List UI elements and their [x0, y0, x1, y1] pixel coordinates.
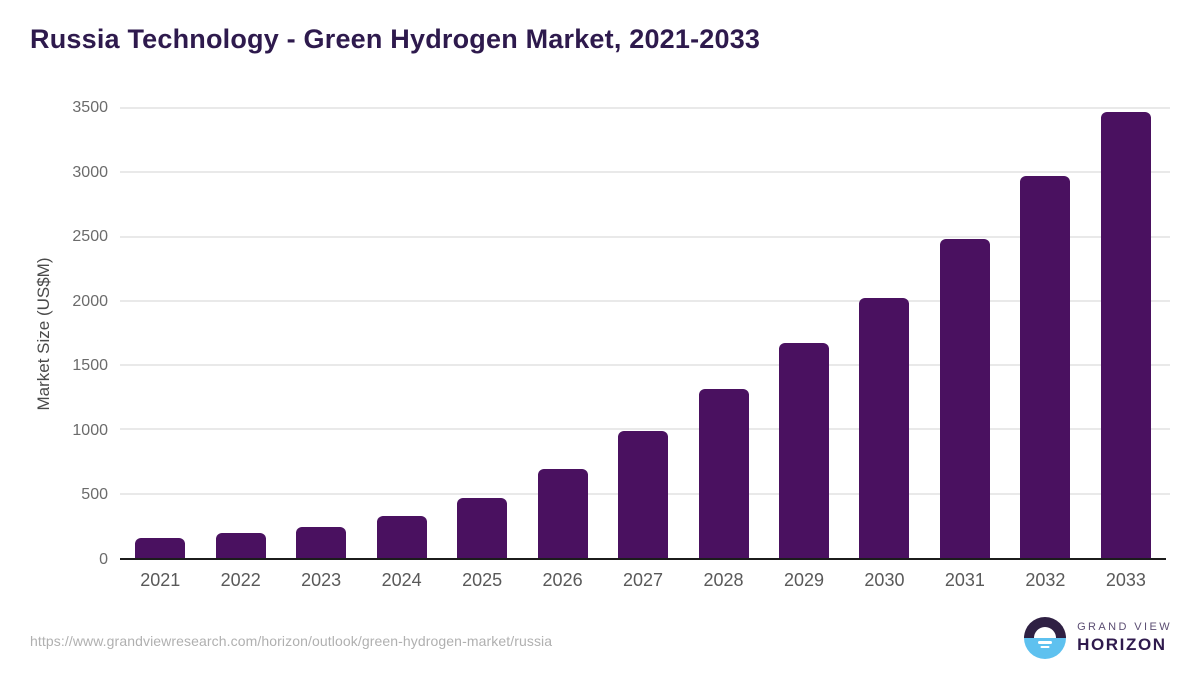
logo-reflection-stripe-2 — [1040, 645, 1050, 648]
brand-logo: GRAND VIEW HORIZON — [1024, 617, 1172, 659]
y-tick-label-1500: 1500 — [72, 357, 108, 375]
bar-2031 — [939, 238, 990, 558]
x-tick-label-2033: 2033 — [1105, 570, 1146, 590]
logo-reflection-stripe-1 — [1038, 640, 1053, 644]
plot-area — [120, 107, 1170, 560]
bar-slot-2021 — [120, 108, 200, 558]
bar-2025 — [457, 498, 508, 558]
logo-text-horizon: HORIZON — [1077, 635, 1167, 654]
y-tick-label-3500: 3500 — [72, 99, 108, 116]
x-tick-label-2022: 2022 — [220, 570, 261, 590]
gridline-1000 — [120, 428, 1170, 431]
x-tick-label-2024: 2024 — [381, 570, 422, 590]
logo-text: GRAND VIEW HORIZON — [1077, 621, 1172, 655]
gridline-1500 — [120, 364, 1170, 367]
bar-slot-2022 — [200, 108, 280, 558]
logo-text-grand-view: GRAND VIEW — [1077, 621, 1172, 633]
gridline-2000 — [120, 299, 1170, 302]
bar-slot-2033 — [1086, 108, 1166, 558]
bar-slot-2032 — [1005, 108, 1085, 558]
source-url-text: https://www.grandviewresearch.com/horizo… — [30, 633, 553, 649]
bar-2022 — [215, 532, 266, 558]
y-axis-tick-labels: 0 500 1000 1500 2000 2500 3000 3500 — [0, 100, 108, 568]
bar-2027 — [618, 431, 669, 558]
bar-slot-2025 — [442, 108, 522, 558]
bar-slot-2024 — [361, 108, 441, 558]
x-tick-label-2031: 2031 — [944, 570, 985, 590]
y-tick-label-2000: 2000 — [72, 292, 108, 310]
bar-2028 — [698, 388, 749, 558]
x-tick-label-2023: 2023 — [301, 570, 342, 590]
bar-slot-2023 — [281, 108, 361, 558]
x-tick-label-2027: 2027 — [623, 570, 664, 590]
y-tick-label-2500: 2500 — [72, 228, 108, 246]
bar-2026 — [537, 468, 588, 558]
x-tick-label-2021: 2021 — [140, 570, 181, 590]
y-tick-label-500: 500 — [81, 486, 108, 504]
bar-2030 — [859, 297, 910, 558]
gridline-3000 — [120, 171, 1170, 174]
x-tick-label-2028: 2028 — [703, 570, 744, 590]
x-tick-label-2025: 2025 — [462, 570, 503, 590]
bar-slot-2029 — [764, 108, 844, 558]
bar-slot-2026 — [522, 108, 602, 558]
bar-2021 — [135, 538, 186, 558]
gridline-2500 — [120, 235, 1170, 238]
x-tick-label-2032: 2032 — [1025, 570, 1066, 590]
y-tick-label-0: 0 — [99, 551, 108, 568]
bar-slot-2031 — [925, 108, 1005, 558]
chart-title: Russia Technology - Green Hydrogen Marke… — [30, 24, 761, 54]
bar-slot-2030 — [844, 108, 924, 558]
bar-2023 — [296, 526, 347, 558]
bar-series — [120, 108, 1166, 558]
bar-2033 — [1100, 111, 1151, 558]
logo-sun-dome — [1034, 627, 1057, 638]
bar-slot-2028 — [683, 108, 763, 558]
x-tick-label-2026: 2026 — [542, 570, 583, 590]
x-axis-tick-labels: 2021 2022 2023 2024 2025 2026 2027 2028 2029 2030… — [120, 570, 1166, 591]
x-tick-label-2029: 2029 — [783, 570, 824, 590]
horizon-sun-logo-icon — [1024, 617, 1067, 659]
gridline-3500 — [120, 107, 1170, 109]
y-tick-label-1000: 1000 — [72, 421, 108, 439]
x-tick-label-2030: 2030 — [864, 570, 905, 590]
bar-2032 — [1020, 176, 1071, 558]
y-tick-label-3000: 3000 — [72, 163, 108, 181]
bar-slot-2027 — [603, 108, 683, 558]
bar-2029 — [778, 343, 829, 558]
bar-2024 — [376, 515, 427, 558]
